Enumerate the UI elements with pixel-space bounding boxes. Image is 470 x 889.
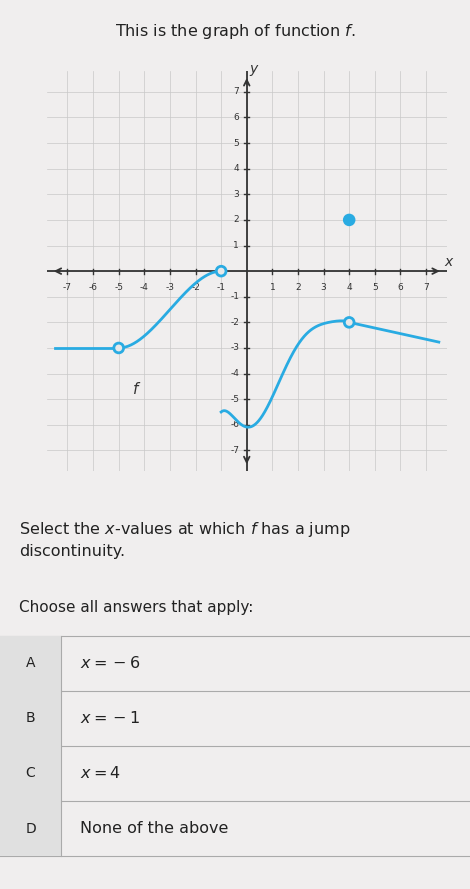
Text: 6: 6 — [398, 283, 403, 292]
Text: None of the above: None of the above — [80, 821, 228, 836]
Text: 6: 6 — [233, 113, 239, 122]
Text: 7: 7 — [233, 87, 239, 96]
Text: -1: -1 — [217, 283, 226, 292]
Text: B: B — [26, 711, 35, 725]
Text: This is the graph of function $f$.: This is the graph of function $f$. — [115, 22, 355, 41]
Text: 1: 1 — [233, 241, 239, 250]
Text: -7: -7 — [63, 283, 72, 292]
Text: $x$: $x$ — [444, 255, 454, 269]
Text: -3: -3 — [165, 283, 174, 292]
Text: -3: -3 — [230, 343, 239, 352]
Circle shape — [345, 215, 354, 225]
Text: 2: 2 — [295, 283, 301, 292]
Text: Choose all answers that apply:: Choose all answers that apply: — [19, 600, 253, 615]
Text: -1: -1 — [230, 292, 239, 301]
Text: A: A — [26, 656, 35, 670]
Text: $x=-1$: $x=-1$ — [80, 710, 140, 726]
Text: 1: 1 — [269, 283, 275, 292]
Text: $f$: $f$ — [132, 381, 141, 397]
Text: 4: 4 — [234, 164, 239, 173]
Text: $x=4$: $x=4$ — [80, 765, 121, 781]
Circle shape — [216, 267, 226, 276]
Text: 2: 2 — [234, 215, 239, 224]
Text: Select the $x$-values at which $f$ has a jump
discontinuity.: Select the $x$-values at which $f$ has a… — [19, 520, 350, 559]
Text: -7: -7 — [230, 446, 239, 455]
Text: -4: -4 — [140, 283, 149, 292]
Text: -6: -6 — [89, 283, 98, 292]
Text: 7: 7 — [423, 283, 429, 292]
Text: 5: 5 — [372, 283, 378, 292]
Text: -6: -6 — [230, 420, 239, 429]
Text: $x=-6$: $x=-6$ — [80, 655, 140, 671]
Text: -2: -2 — [230, 318, 239, 327]
Text: D: D — [25, 821, 36, 836]
Text: -5: -5 — [114, 283, 123, 292]
Text: C: C — [26, 766, 35, 781]
Text: -4: -4 — [230, 369, 239, 378]
Text: 3: 3 — [233, 190, 239, 199]
Text: 3: 3 — [321, 283, 327, 292]
Text: -5: -5 — [230, 395, 239, 404]
Text: $y$: $y$ — [249, 62, 260, 77]
Text: 5: 5 — [233, 139, 239, 148]
Text: -2: -2 — [191, 283, 200, 292]
Circle shape — [345, 317, 354, 327]
Text: 4: 4 — [346, 283, 352, 292]
Circle shape — [114, 343, 124, 353]
